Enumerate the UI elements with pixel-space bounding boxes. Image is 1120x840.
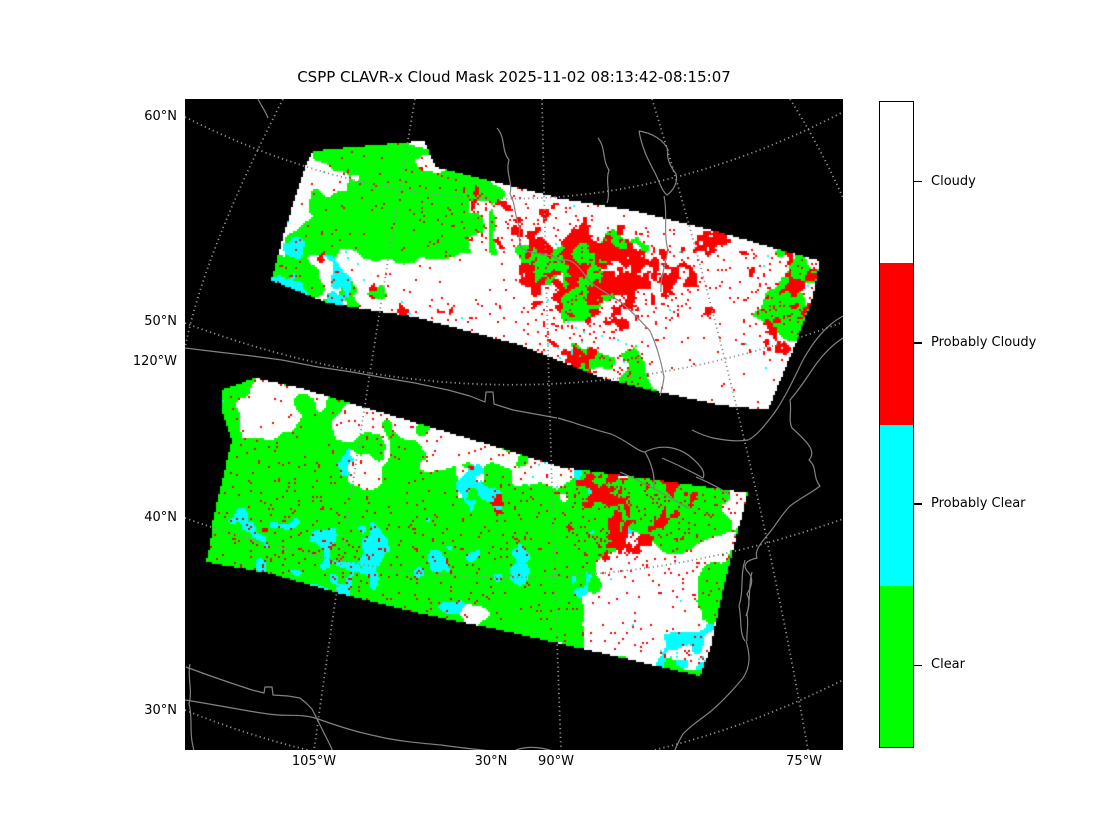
y-tick-label: 30°N — [144, 703, 177, 718]
x-tick-label: 90°W — [538, 754, 574, 769]
colorbar-segment-probably-clear — [880, 424, 913, 586]
colorbar-tick — [913, 664, 922, 667]
x-tick-label: 105°W — [291, 754, 337, 769]
meridian-75W — [651, 99, 809, 750]
chesapeake-bay — [738, 559, 753, 642]
colorbar-tick — [913, 503, 922, 505]
colorbar-label: Cloudy — [931, 173, 976, 189]
lake-winnipegosis — [597, 137, 610, 204]
northern-river — [257, 99, 269, 119]
manitoba-lake-chain — [496, 127, 522, 248]
colorbar-segment-probably-cloudy — [880, 263, 913, 425]
southeast-coast — [674, 640, 750, 750]
lake-winnipeg — [638, 130, 678, 196]
colorbar-label: Probably Clear — [931, 496, 1026, 512]
x-tick-label: 75°W — [786, 754, 822, 769]
st-lawrence-atlantic-coast — [744, 337, 843, 617]
parallel-50N — [185, 321, 843, 386]
colorbar-segment-clear — [880, 585, 913, 747]
st-lawrence-north — [691, 315, 843, 442]
x-tick-label: 30°N — [474, 754, 508, 769]
parallel-60N — [185, 111, 843, 200]
baja-pacific-coast — [188, 663, 195, 750]
lake-ontario — [695, 476, 731, 496]
y-tick-label: 50°N — [144, 314, 177, 329]
colorbar-tick — [913, 342, 922, 344]
meridian-120W — [185, 99, 284, 349]
us-canada-border — [185, 347, 558, 419]
rio-grande-border — [185, 666, 333, 750]
gulf-coast — [185, 699, 552, 750]
meridian-105W — [313, 99, 416, 750]
y-tick-label: 120°W — [132, 354, 177, 369]
colorbar — [879, 101, 914, 748]
great-lakes-west — [557, 417, 655, 489]
plot-title: CSPP CLAVR-x Cloud Mask 2025-11-02 08:13… — [297, 68, 731, 86]
y-tick-label: 40°N — [144, 510, 177, 525]
lake-huron — [644, 446, 705, 479]
red-river — [660, 195, 669, 293]
y-tick-label: 60°N — [144, 109, 177, 124]
meridian-60W — [789, 99, 843, 199]
parallel-40N — [185, 517, 843, 579]
saskatchewan-river — [519, 246, 665, 397]
graticule-coastline-overlay — [185, 99, 843, 750]
meridian-90W — [541, 99, 562, 750]
map-plot — [185, 99, 843, 750]
colorbar-label: Probably Cloudy — [931, 334, 1037, 350]
colorbar-label: Clear — [931, 657, 965, 673]
colorbar-segment-cloudy — [880, 102, 913, 264]
lake-erie — [619, 471, 691, 510]
colorbar-tick — [913, 180, 922, 183]
